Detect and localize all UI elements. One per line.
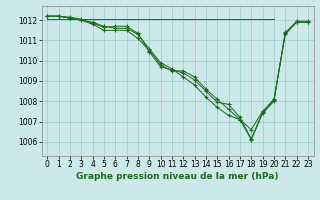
X-axis label: Graphe pression niveau de la mer (hPa): Graphe pression niveau de la mer (hPa) xyxy=(76,172,279,181)
